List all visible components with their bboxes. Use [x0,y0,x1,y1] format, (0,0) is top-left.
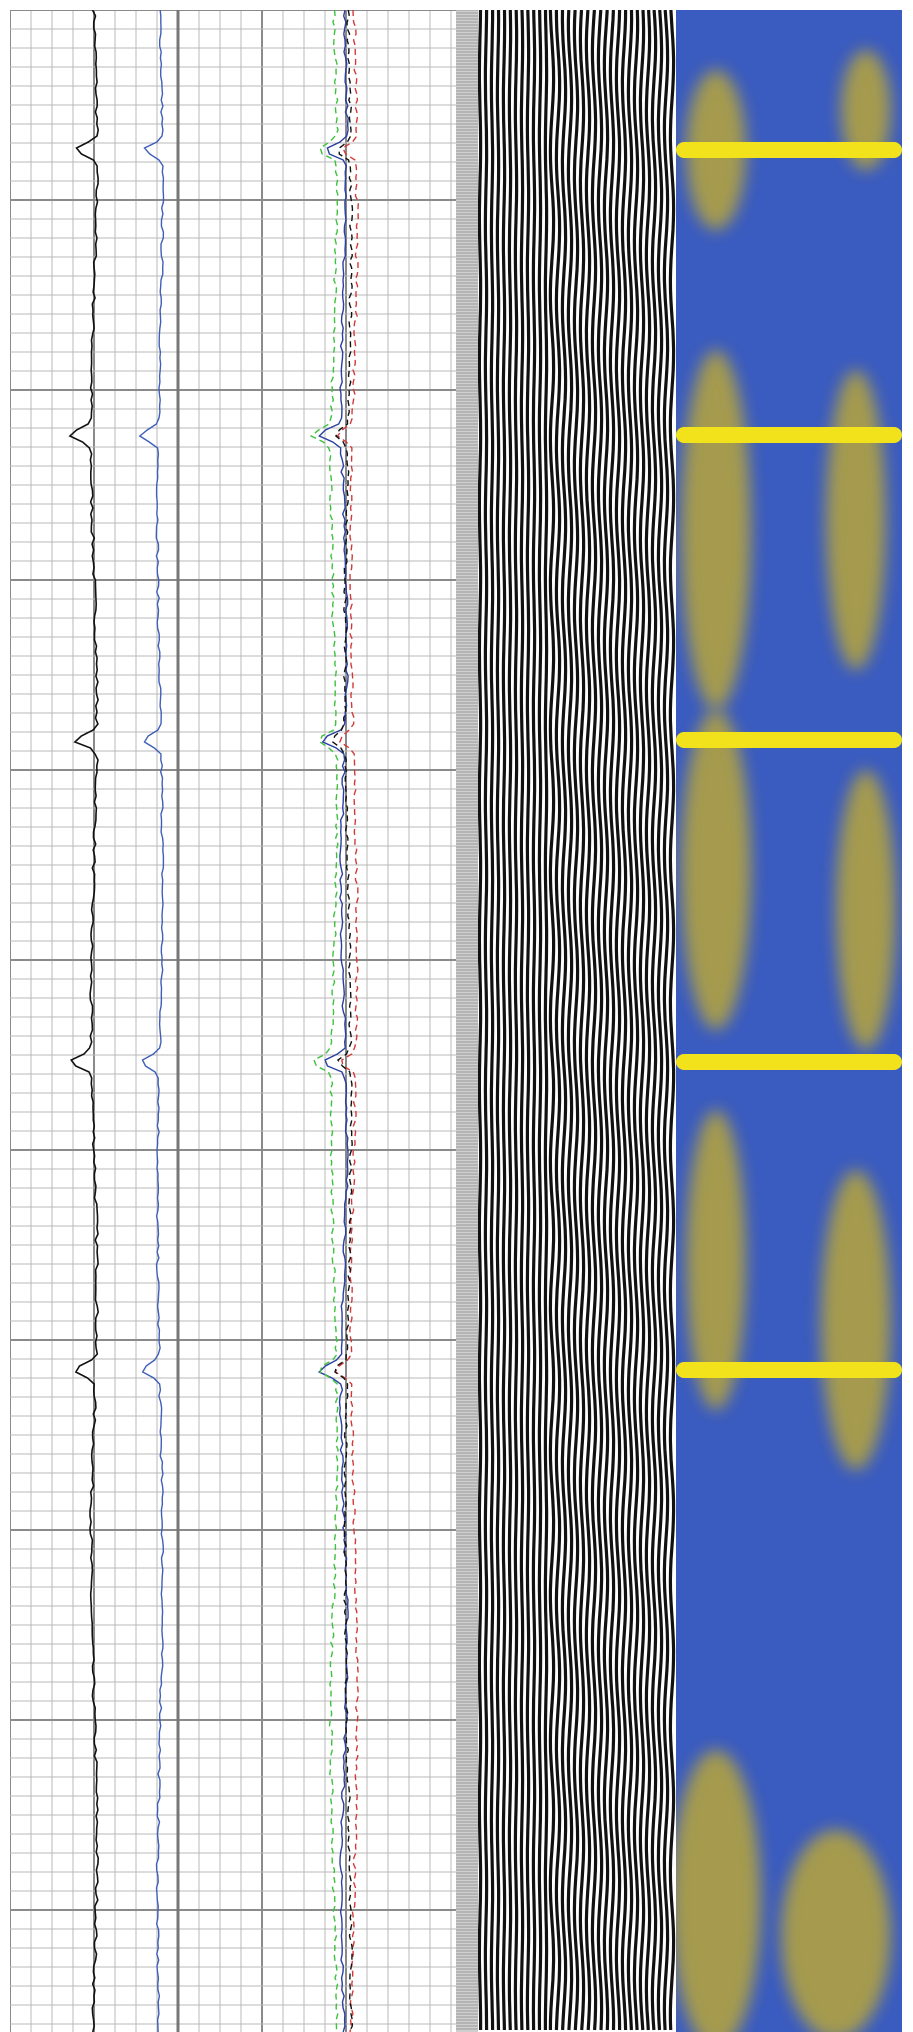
vdl-trace [662,10,670,2031]
collar-band [676,142,902,158]
vdl-waveform-svg [478,10,676,2032]
curve-grid [10,10,456,2032]
collar-band [676,1054,902,1070]
vdl-trace [644,10,652,2031]
vdl-trace [626,10,634,2031]
vdl-trace [478,10,483,2030]
cement-bond-image-panel [676,10,902,2032]
track-3-curve-1 [317,10,349,2032]
vdl-trace [632,10,640,2031]
track-3-curve-2 [309,10,340,2032]
vdl-trace [519,10,525,2031]
image-shadow-patch [676,1750,761,2032]
image-shadow-patch [781,1830,891,2032]
vdl-trace [578,10,586,2031]
vdl-trace [543,10,549,2030]
vdl-waveform-panel [478,10,676,2032]
vdl-trace [537,10,543,2031]
vdl-trace [608,10,616,2031]
collar-band [676,427,902,443]
image-shadow-patch [836,770,896,1050]
vdl-trace [489,10,495,2031]
vdl-trace [560,10,568,2031]
vdl-trace [507,10,513,2031]
vdl-trace [638,10,646,2031]
track-3-curve-4 [331,10,354,2032]
image-shadow-patch [821,1170,891,1470]
image-shadow-patch [826,370,886,670]
curve-tracks-svg [10,10,456,2032]
vdl-trace [513,10,519,2031]
vdl-trace [531,10,537,2031]
vdl-trace [620,10,628,2031]
vdl-trace [656,10,664,2031]
curve-tracks-background [10,10,456,2032]
vdl-trace [495,10,501,2031]
image-shadow-patch [841,50,891,170]
track-2-curve [138,10,165,2032]
vdl-trace [525,10,531,2031]
track-1-curve [68,10,100,2032]
vdl-trace [572,10,580,2031]
vdl-trace [566,10,574,2031]
depth-hatch-svg [456,10,478,2032]
cement-bond-image-svg [676,10,902,2032]
vdl-trace [554,10,562,2031]
vdl-trace [668,10,676,2031]
vdl-trace [614,10,622,2031]
image-shadow-patch [681,710,751,1030]
vdl-trace [584,10,592,2031]
vdl-trace [602,10,610,2031]
vdl-trace [501,10,507,2031]
image-shadow-patch [686,1110,746,1410]
curve-tracks-panel [10,10,456,2032]
vdl-trace [596,10,604,2031]
depth-hatch-strip [456,10,478,2032]
vdl-trace [483,10,489,2031]
vdl-trace [650,10,658,2031]
collar-band [676,732,902,748]
image-shadow-patch [681,350,751,710]
vdl-trace [548,10,556,2031]
vdl-trace [590,10,598,2031]
collar-band [676,1362,902,1378]
